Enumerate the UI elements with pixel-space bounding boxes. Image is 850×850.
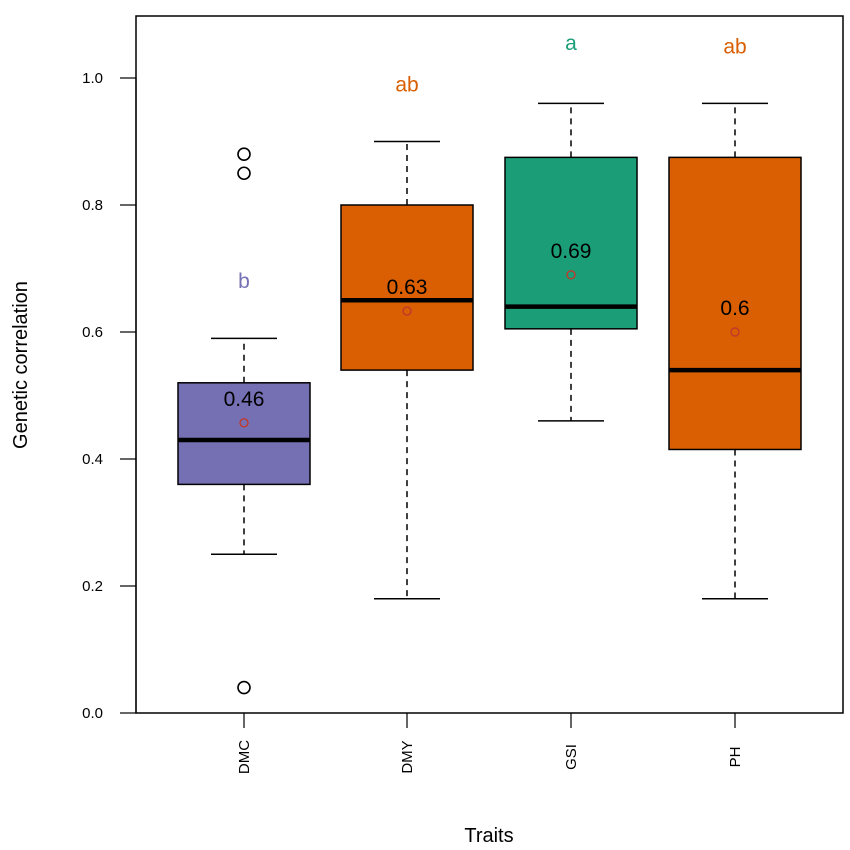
box-dmy: 0.63 ab xyxy=(340,73,474,600)
x-tick-label: GSI xyxy=(563,744,580,770)
y-tick-label: 0.6 xyxy=(82,324,103,341)
mean-label: 0.63 xyxy=(387,276,428,299)
mean-point xyxy=(730,327,740,337)
group-letter: ab xyxy=(723,35,746,58)
iqr-box xyxy=(340,204,474,371)
box-gsi: 0.69 a xyxy=(504,32,638,422)
x-axis-title: Traits xyxy=(464,825,513,847)
mean-label: 0.46 xyxy=(224,388,265,411)
group-letter: b xyxy=(238,270,250,293)
group-letter: a xyxy=(565,32,577,55)
y-tick-label: 0.4 xyxy=(82,451,103,468)
x-tick-label: DMC xyxy=(236,740,253,774)
x-tick-label: PH xyxy=(727,747,744,768)
iqr-box xyxy=(504,156,638,330)
mean-label: 0.6 xyxy=(720,297,749,320)
y-tick-label: 0.2 xyxy=(82,578,103,595)
iqr-box xyxy=(177,382,311,486)
y-tick-label: 1.0 xyxy=(82,70,103,87)
outlier-point xyxy=(237,147,251,161)
outlier-point xyxy=(237,166,251,181)
boxes-layer: 0.46 b 0.63 ab 0.69 a 0.6 ab xyxy=(177,32,802,695)
y-tick-label: 0.0 xyxy=(82,705,103,722)
x-tick-label: DMY xyxy=(399,740,416,773)
box-dmc: 0.46 b xyxy=(177,147,311,695)
y-axis-title: Genetic correlation xyxy=(10,281,32,449)
mean-point xyxy=(402,306,412,316)
mean-label: 0.69 xyxy=(551,240,592,263)
y-tick-label: 0.8 xyxy=(82,197,103,214)
x-axis: DMC DMY GSI PH xyxy=(236,713,744,774)
outlier-point xyxy=(237,680,251,695)
mean-point xyxy=(566,270,576,280)
iqr-box xyxy=(668,156,802,451)
box-ph: 0.6 ab xyxy=(668,35,802,600)
group-letter: ab xyxy=(395,73,418,96)
y-axis: 0.0 0.2 0.4 0.6 0.8 1.0 xyxy=(82,70,137,722)
mean-point xyxy=(239,418,249,428)
